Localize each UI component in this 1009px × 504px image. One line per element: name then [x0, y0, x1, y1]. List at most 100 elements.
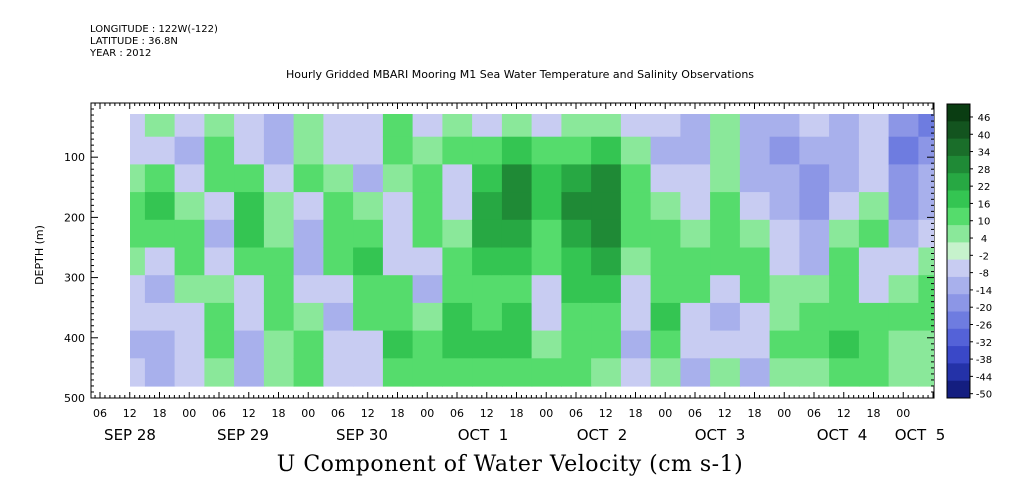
heatmap-cell — [918, 330, 934, 359]
heatmap-cell — [382, 192, 414, 221]
heatmap-cell — [174, 275, 205, 304]
colorbar-swatch — [947, 138, 970, 157]
heatmap-cell — [531, 330, 562, 359]
heatmap-cell — [769, 219, 800, 249]
heatmap-cell — [531, 247, 562, 276]
heatmap-cell — [501, 330, 533, 359]
heatmap-cell — [204, 114, 235, 138]
heatmap-cell — [323, 192, 354, 221]
heatmap-cell — [650, 192, 681, 221]
heatmap-cell — [144, 114, 176, 138]
heatmap-cell — [144, 219, 176, 249]
colorbar-swatch — [947, 190, 970, 209]
x-tick-label: 18 — [153, 407, 167, 420]
heatmap-cell — [263, 136, 295, 165]
heatmap-cell — [918, 136, 934, 165]
heatmap-cell — [799, 136, 830, 165]
header-latitude: LATITUDE : 36.8N — [90, 36, 178, 47]
colorbar-swatch — [947, 276, 970, 295]
heatmap-cell — [650, 136, 681, 165]
heatmap-cell — [382, 219, 414, 249]
heatmap-cell — [442, 302, 473, 332]
x-day-label: OCT 2 — [577, 426, 628, 444]
heatmap-cell — [412, 275, 443, 304]
colorbar-label: -2 — [979, 251, 989, 262]
heatmap-cell — [293, 358, 324, 387]
x-tick-label: 12 — [837, 407, 851, 420]
heatmap-cell — [829, 247, 860, 276]
heatmap-cell — [710, 330, 741, 359]
x-day-label: SEP 28 — [104, 426, 156, 444]
heatmap-cell — [858, 247, 890, 276]
x-tick-label: 18 — [867, 407, 881, 420]
heatmap-cell — [888, 114, 919, 138]
heatmap-cell — [561, 164, 592, 193]
x-tick-label: 12 — [361, 407, 375, 420]
header-longitude: LONGITUDE : 122W(-122) — [90, 24, 218, 35]
heatmap-cell — [829, 302, 860, 332]
x-tick-label: 00 — [777, 407, 791, 420]
heatmap-cell — [888, 275, 919, 304]
heatmap-cell — [710, 219, 741, 249]
heatmap-cell — [620, 164, 652, 193]
x-tick-label: 12 — [242, 407, 256, 420]
colorbar-label: 10 — [978, 217, 991, 228]
x-tick-label: 06 — [212, 407, 226, 420]
heatmap-cell — [561, 136, 592, 165]
heatmap-cell — [353, 302, 384, 332]
x-tick-label: 06 — [807, 407, 821, 420]
colorbar-label: 22 — [978, 182, 991, 193]
heatmap-cell — [293, 114, 324, 138]
heatmap-cell — [442, 275, 473, 304]
heatmap-cell — [620, 219, 652, 249]
heatmap-cell — [918, 247, 934, 276]
heatmap-cell — [531, 114, 562, 138]
x-tick-label: 18 — [510, 407, 524, 420]
heatmap-cell — [412, 247, 443, 276]
heatmap-cell — [442, 164, 473, 193]
x-tick-label: 06 — [331, 407, 345, 420]
heatmap-cell — [829, 275, 860, 304]
heatmap-cell — [323, 330, 354, 359]
heatmap-cell — [561, 247, 592, 276]
heatmap-cell — [680, 247, 711, 276]
heatmap-cell — [293, 247, 324, 276]
axes: 100 200 300 400 500 06 12 18 00 06 12 18 00 06 12 18 00 0… — [64, 103, 945, 444]
heatmap-cell — [710, 164, 741, 193]
heatmap-cell — [323, 275, 354, 304]
heatmap-cell — [739, 114, 771, 138]
heatmap-cell — [769, 247, 800, 276]
heatmap-cell — [650, 275, 681, 304]
heatmap-cell — [130, 358, 146, 387]
heatmap-cell — [234, 219, 265, 249]
colorbar-label: -14 — [976, 286, 992, 297]
heatmap-cell — [412, 114, 443, 138]
heatmap-cell — [799, 219, 830, 249]
heatmap-cell — [918, 192, 934, 221]
heatmap-cell — [888, 219, 919, 249]
heatmap-cell — [472, 192, 503, 221]
heatmap-cell — [263, 302, 295, 332]
heatmap-cell — [531, 192, 562, 221]
heatmap-cell — [739, 192, 771, 221]
heatmap-cell — [353, 358, 384, 387]
heatmap-cell — [412, 164, 443, 193]
heatmap-cell — [888, 136, 919, 165]
colorbar-label: -32 — [976, 338, 992, 349]
heatmap-cell — [382, 136, 414, 165]
heatmap-cell — [412, 330, 443, 359]
heatmap-cell — [353, 275, 384, 304]
x-tick-label: 06 — [93, 407, 107, 420]
heatmap-cell — [293, 192, 324, 221]
heatmap-cell — [620, 275, 652, 304]
colorbar-label: -26 — [976, 321, 992, 332]
heatmap-cell — [353, 330, 384, 359]
heatmap-cell — [323, 302, 354, 332]
heatmap-cell — [710, 275, 741, 304]
y-axis-label: DEPTH (m) — [33, 225, 46, 285]
heatmap-cell — [650, 302, 681, 332]
heatmap-cell — [829, 164, 860, 193]
heatmap-cell — [650, 164, 681, 193]
heatmap-cell — [472, 164, 503, 193]
heatmap-cell — [680, 192, 711, 221]
